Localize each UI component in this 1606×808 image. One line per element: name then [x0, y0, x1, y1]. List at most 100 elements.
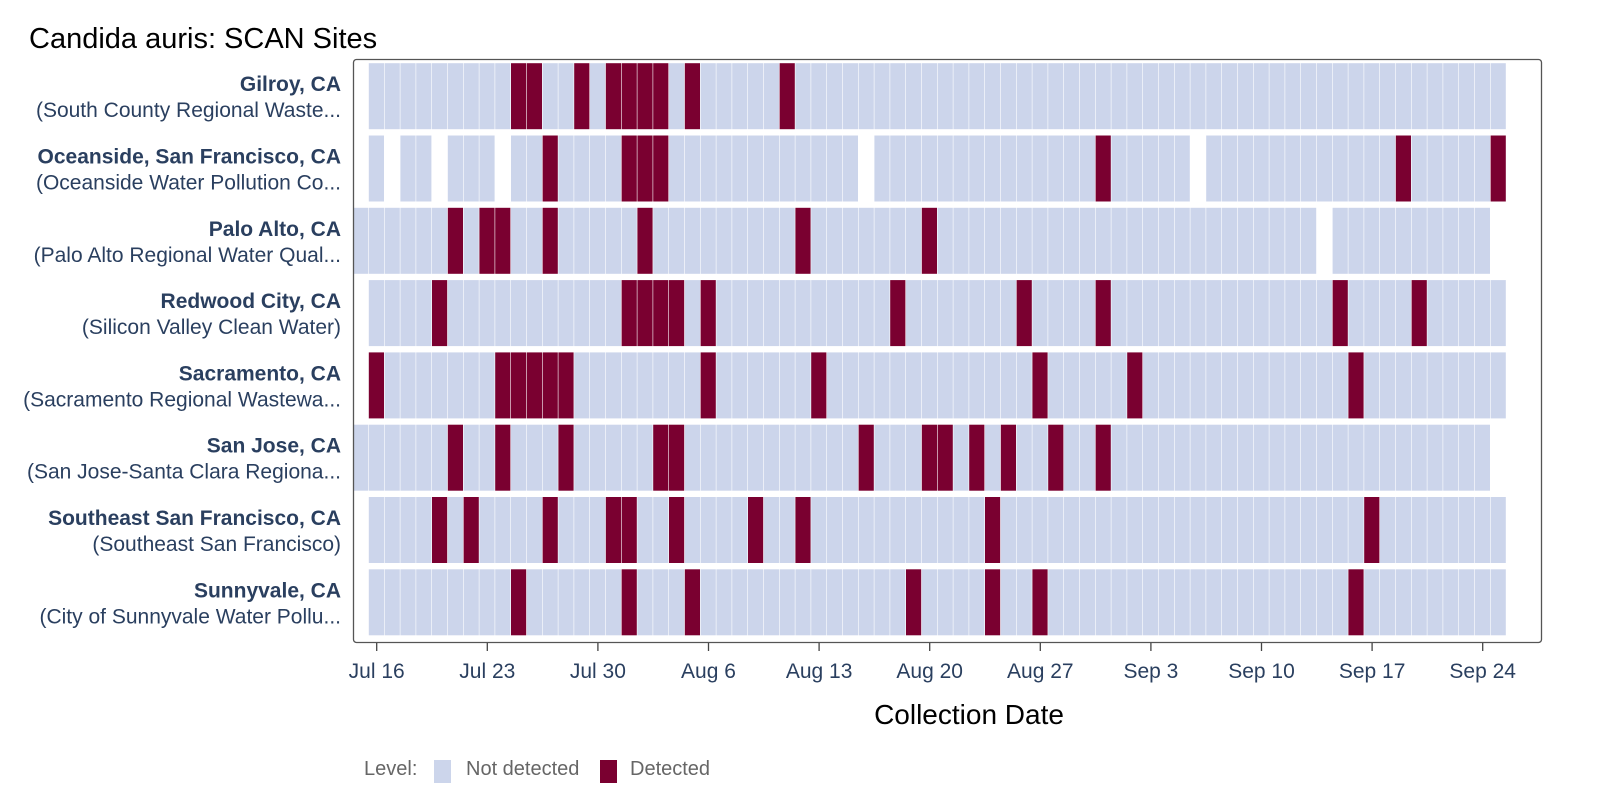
cell-detected — [1348, 352, 1364, 419]
cell-not-detected — [858, 63, 874, 130]
cell-not-detected — [1190, 207, 1206, 274]
cell-detected — [1048, 424, 1064, 491]
cell-not-detected — [906, 280, 922, 347]
cell-not-detected — [1411, 135, 1427, 202]
cell-not-detected — [1443, 569, 1459, 636]
cell-not-detected — [763, 135, 779, 202]
cell-not-detected — [921, 135, 937, 202]
cell-not-detected — [1000, 569, 1016, 636]
cell-not-detected — [732, 63, 748, 130]
cell-not-detected — [1095, 207, 1111, 274]
cell-not-detected — [1190, 63, 1206, 130]
site-subtitle-gilroy-ca: (South County Regional Waste... — [36, 99, 341, 122]
cell-detected — [653, 424, 669, 491]
cell-not-detected — [795, 424, 811, 491]
cell-not-detected — [1064, 424, 1080, 491]
cell-not-detected — [1190, 424, 1206, 491]
cell-detected — [511, 63, 527, 130]
cell-not-detected — [1174, 135, 1190, 202]
cell-not-detected — [463, 424, 479, 491]
cell-not-detected — [874, 280, 890, 347]
cell-detected — [795, 207, 811, 274]
cell-detected — [937, 424, 953, 491]
cell-not-detected — [1490, 280, 1506, 347]
cell-not-detected — [906, 135, 922, 202]
cell-detected — [1032, 569, 1048, 636]
cell-not-detected — [921, 569, 937, 636]
cell-not-detected — [368, 135, 384, 202]
cell-not-detected — [795, 352, 811, 419]
cell-not-detected — [827, 424, 843, 491]
cell-not-detected — [1206, 497, 1222, 563]
x-tick-label: Aug 20 — [896, 660, 963, 683]
cell-not-detected — [1411, 352, 1427, 419]
cell-not-detected — [605, 207, 621, 274]
cell-detected — [748, 497, 764, 563]
cell-not-detected — [1490, 497, 1506, 563]
cell-not-detected — [574, 207, 590, 274]
cell-not-detected — [653, 352, 669, 419]
cell-detected — [542, 352, 558, 419]
cell-not-detected — [779, 135, 795, 202]
cell-not-detected — [1427, 424, 1443, 491]
cell-not-detected — [1048, 569, 1064, 636]
cell-not-detected — [827, 207, 843, 274]
cell-not-detected — [1474, 207, 1490, 274]
cell-not-detected — [495, 569, 511, 636]
cell-not-detected — [1411, 207, 1427, 274]
cell-not-detected — [1237, 352, 1253, 419]
cell-not-detected — [368, 424, 384, 491]
cell-not-detected — [1079, 135, 1095, 202]
cell-not-detected — [874, 207, 890, 274]
cell-not-detected — [574, 424, 590, 491]
cell-not-detected — [1048, 135, 1064, 202]
cell-not-detected — [1364, 569, 1380, 636]
cell-not-detected — [1174, 424, 1190, 491]
x-tick-label: Sep 17 — [1339, 660, 1406, 683]
cell-not-detected — [1332, 63, 1348, 130]
cell-not-detected — [463, 352, 479, 419]
cell-not-detected — [400, 63, 416, 130]
cell-not-detected — [1285, 497, 1301, 563]
cell-detected — [637, 207, 653, 274]
cell-not-detected — [1032, 63, 1048, 130]
cell-not-detected — [1285, 207, 1301, 274]
cell-not-detected — [590, 280, 606, 347]
cell-not-detected — [1427, 207, 1443, 274]
cell-not-detected — [1380, 352, 1396, 419]
cell-detected — [921, 424, 937, 491]
cell-not-detected — [1158, 280, 1174, 347]
cell-not-detected — [716, 63, 732, 130]
cell-not-detected — [479, 352, 495, 419]
x-tick-label: Aug 6 — [681, 660, 736, 683]
cell-not-detected — [1237, 135, 1253, 202]
cell-detected — [1095, 424, 1111, 491]
cell-not-detected — [1395, 569, 1411, 636]
cell-not-detected — [921, 280, 937, 347]
cell-not-detected — [400, 424, 416, 491]
cell-not-detected — [1174, 352, 1190, 419]
x-axis: Jul 16 Jul 23 Jul 30 Aug 6 Aug 13 Aug 20 Aug 2… — [349, 643, 1516, 683]
cell-not-detected — [858, 207, 874, 274]
cell-not-detected — [1237, 497, 1253, 563]
cell-not-detected — [1000, 63, 1016, 130]
cell-not-detected — [1411, 497, 1427, 563]
cell-not-detected — [1000, 135, 1016, 202]
cell-not-detected — [590, 424, 606, 491]
cell-not-detected — [1380, 280, 1396, 347]
cell-not-detected — [637, 352, 653, 419]
cell-not-detected — [621, 424, 637, 491]
cell-not-detected — [463, 207, 479, 274]
cell-not-detected — [1395, 280, 1411, 347]
cell-not-detected — [811, 63, 827, 130]
cell-not-detected — [1474, 135, 1490, 202]
cell-detected — [795, 497, 811, 563]
cell-not-detected — [1459, 63, 1475, 130]
cell-not-detected — [669, 569, 685, 636]
cell-not-detected — [353, 207, 369, 274]
cell-not-detected — [700, 424, 716, 491]
cell-not-detected — [479, 497, 495, 563]
cell-not-detected — [763, 280, 779, 347]
cell-not-detected — [1143, 424, 1159, 491]
